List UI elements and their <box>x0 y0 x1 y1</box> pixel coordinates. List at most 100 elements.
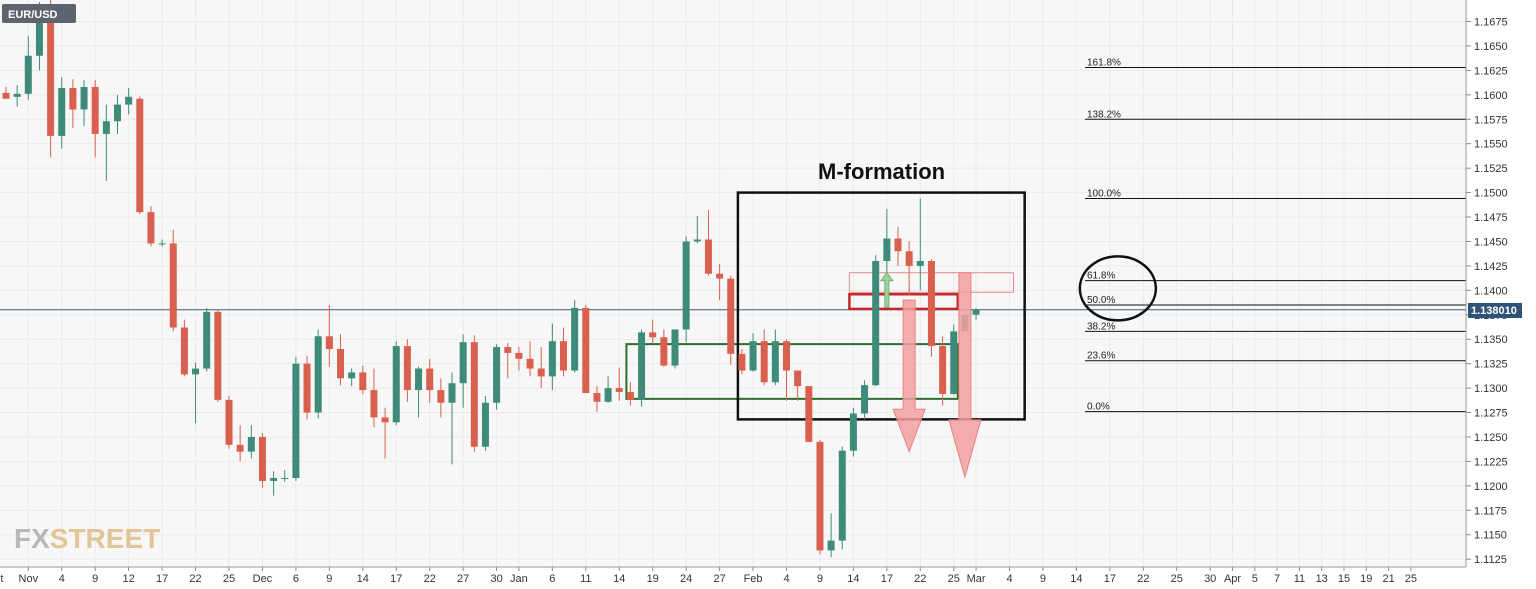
x-tick-label: 27 <box>713 573 725 585</box>
x-tick-label: 17 <box>1104 573 1116 585</box>
y-tick-label: 1.1300 <box>1474 383 1508 395</box>
y-tick-label: 1.1550 <box>1474 139 1508 151</box>
fib-label: 161.8% <box>1087 57 1121 68</box>
x-tick-label: 6 <box>549 573 555 585</box>
candle-body <box>749 341 757 371</box>
y-tick-label: 1.1475 <box>1474 212 1508 224</box>
x-tick-label: 14 <box>1070 573 1082 585</box>
y-tick-label: 1.1450 <box>1474 236 1508 248</box>
x-tick-label: Jan <box>510 573 528 585</box>
y-tick-label: 1.1600 <box>1474 90 1508 102</box>
x-tick-label: 9 <box>326 573 332 585</box>
x-tick-label: 11 <box>1294 573 1305 585</box>
y-tick-label: 1.1325 <box>1474 359 1508 371</box>
x-tick-label: 25 <box>1171 573 1183 585</box>
candle-body <box>727 278 735 354</box>
candle-body <box>905 251 913 266</box>
y-tick-label: 1.1500 <box>1474 188 1508 200</box>
y-tick-label: 1.1575 <box>1474 114 1508 126</box>
candle-body <box>927 261 935 347</box>
x-tick-label: 22 <box>189 573 201 585</box>
candle-body <box>537 368 545 377</box>
candle-body <box>91 87 99 134</box>
candle-body <box>582 307 590 393</box>
x-tick-label: 11 <box>580 573 591 585</box>
candle-body <box>192 368 200 375</box>
candle-body <box>359 372 367 391</box>
candle-body <box>760 341 768 383</box>
y-tick-label: 1.1250 <box>1474 432 1508 444</box>
green-support-zone <box>625 343 959 400</box>
candle-body <box>114 104 121 122</box>
candle-body <box>950 331 958 394</box>
x-tick-label: 14 <box>357 573 369 585</box>
x-tick-label: Apr <box>1224 573 1241 585</box>
x-tick-label: 25 <box>1405 573 1417 585</box>
y-tick-label: 1.1125 <box>1474 554 1507 566</box>
candle-body <box>716 273 724 279</box>
grid <box>0 0 1466 567</box>
candle-body <box>147 212 155 244</box>
arrow-up-retest <box>879 271 894 308</box>
candle-body <box>593 392 601 402</box>
candle-body <box>504 347 512 353</box>
candle-body <box>515 352 523 359</box>
y-tick-label: 1.1675 <box>1474 17 1508 29</box>
candle-body <box>548 341 556 377</box>
price-axis[interactable]: 1.1675 1.1650 1.1625 1.1600 1.1575 1.1550 1.15… <box>1465 0 1508 567</box>
candle-body <box>638 332 646 400</box>
candle-body <box>939 346 947 394</box>
candle-body <box>437 390 445 403</box>
y-tick-label: 1.1425 <box>1474 261 1508 273</box>
candle-body <box>738 353 746 371</box>
candle-body <box>470 342 478 447</box>
candle-body <box>693 239 701 242</box>
candle-body <box>459 342 467 384</box>
x-tick-label: 22 <box>1137 573 1149 585</box>
candle-body <box>615 388 623 393</box>
symbol-badge[interactable]: EUR/USD <box>2 4 76 23</box>
candle-body <box>303 363 311 413</box>
x-tick-label: 22 <box>914 573 926 585</box>
candle-body <box>370 390 378 418</box>
candle-body <box>794 370 802 387</box>
candle-body <box>136 98 144 213</box>
candle-body <box>481 402 489 447</box>
y-tick-label: 1.1650 <box>1474 41 1508 53</box>
candle-body <box>35 6 43 56</box>
fib-highlight-circle <box>1078 255 1158 322</box>
fib-label: 23.6% <box>1087 351 1115 362</box>
fib-label: 61.8% <box>1087 271 1115 282</box>
candle-body <box>225 399 233 445</box>
candle-body <box>169 243 177 328</box>
x-tick-label: 9 <box>1040 573 1046 585</box>
candle-body <box>392 346 400 423</box>
candle-body <box>894 238 902 252</box>
x-tick-label: 17 <box>156 573 168 585</box>
candle-body <box>158 243 166 245</box>
candle-body <box>783 341 790 371</box>
candle-body <box>861 385 869 414</box>
candle-body <box>827 540 835 551</box>
y-tick-label: 1.1200 <box>1474 481 1508 493</box>
candle-body <box>838 450 846 541</box>
y-tick-label: 1.1225 <box>1474 456 1508 468</box>
svg-text:FXSTREET: FXSTREET <box>14 523 160 554</box>
symbol-label: EUR/USD <box>8 9 58 21</box>
x-tick-label: 25 <box>948 573 960 585</box>
candle-body <box>560 341 567 371</box>
arrow-down-target-1 <box>892 299 926 454</box>
x-tick-label: 14 <box>847 573 859 585</box>
y-tick-label: 1.1625 <box>1474 65 1508 77</box>
candle-body <box>125 96 133 105</box>
x-tick-label: 19 <box>647 573 659 585</box>
candle-body <box>214 311 222 400</box>
time-axis[interactable]: Oct Nov 4 9 12 17 22 25 Dec 6 9 14 17 22 27 30 Jan 6 11 14 1… <box>0 566 1466 585</box>
current-price-tag: 1.138010 <box>1468 303 1522 318</box>
candles <box>2 0 980 558</box>
x-tick-label: 9 <box>817 573 823 585</box>
candle-body <box>771 341 779 383</box>
x-tick-label: 6 <box>293 573 299 585</box>
logo-street-part: STREET <box>50 523 160 554</box>
